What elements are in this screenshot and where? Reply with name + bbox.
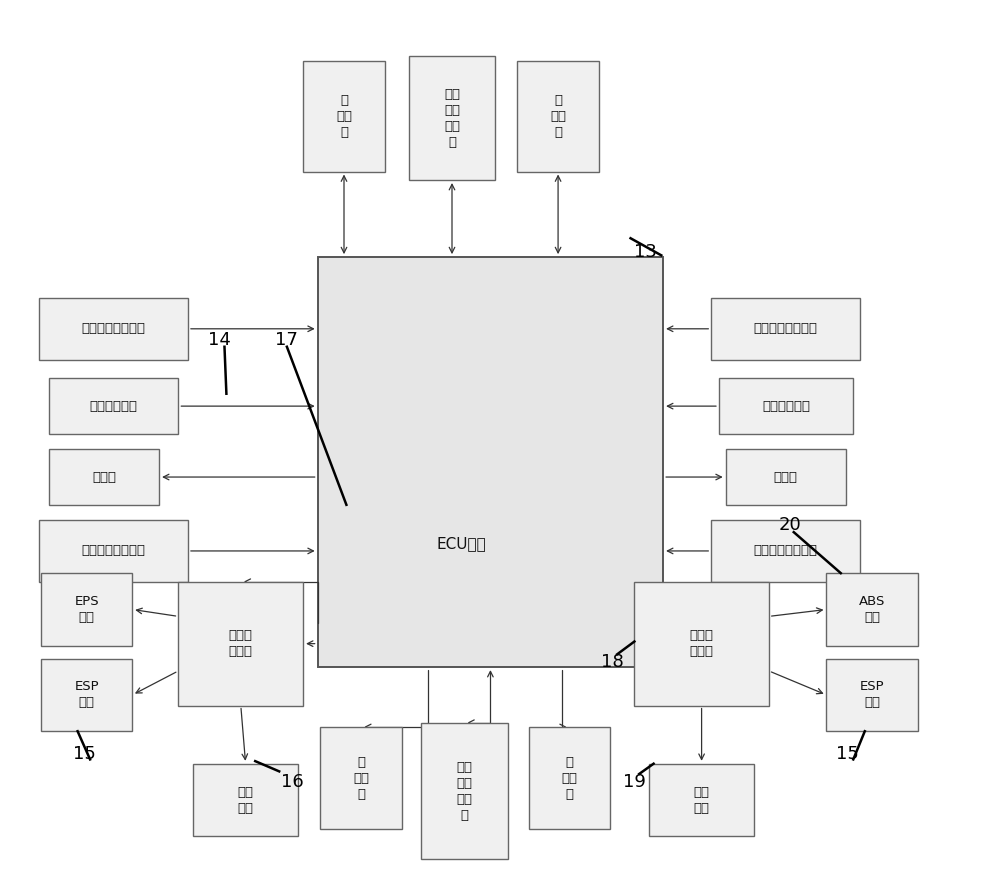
Text: 前
报警
灯: 前 报警 灯	[336, 93, 352, 139]
Text: 19: 19	[623, 773, 646, 790]
Bar	[193, 764, 298, 837]
Text: 左红外探测器: 左红外探测器	[90, 400, 138, 413]
Text: 右红外探测器: 右红外探测器	[762, 400, 810, 413]
Bar	[711, 298, 860, 360]
Text: 17: 17	[275, 331, 298, 349]
Bar	[529, 727, 610, 829]
Text: 后左超声波探测器: 后左超声波探测器	[82, 545, 146, 557]
Bar	[49, 449, 159, 505]
Bar	[649, 764, 754, 837]
Text: ECU单元: ECU单元	[437, 537, 486, 552]
Bar	[826, 659, 918, 732]
Bar	[719, 378, 853, 434]
Bar	[303, 61, 385, 172]
Text: 18: 18	[601, 653, 624, 671]
Bar	[49, 378, 178, 434]
Text: EPS
单元: EPS 单元	[74, 595, 99, 624]
Text: 前超
声波
探测
器: 前超 声波 探测 器	[444, 88, 460, 149]
Bar	[409, 56, 495, 180]
Text: 15: 15	[836, 746, 859, 764]
Bar	[320, 727, 402, 829]
Bar	[39, 298, 188, 360]
Text: 制动
电机: 制动 电机	[694, 786, 710, 814]
Text: 20: 20	[778, 516, 801, 534]
Text: 前
报警
灯: 前 报警 灯	[550, 93, 566, 139]
Text: ABS
单元: ABS 单元	[859, 595, 885, 624]
Bar	[318, 257, 663, 668]
Text: 后
报警
灯: 后 报警 灯	[353, 756, 369, 801]
Bar	[41, 659, 132, 732]
Text: 转向
电机: 转向 电机	[238, 786, 254, 814]
Text: 前左超声波探测器: 前左超声波探测器	[754, 322, 818, 336]
Text: 14: 14	[208, 331, 231, 349]
Text: ESP
单元: ESP 单元	[74, 681, 99, 709]
Text: 左喉叭: 左喉叭	[92, 471, 116, 483]
Text: 后超
声波
探测
器: 后超 声波 探测 器	[456, 761, 472, 821]
Bar	[826, 573, 918, 646]
Bar	[634, 582, 769, 706]
Bar	[41, 573, 132, 646]
Text: 前左超声波探测器: 前左超声波探测器	[82, 322, 146, 336]
Text: 13: 13	[634, 243, 657, 261]
Bar	[39, 520, 188, 582]
Text: 紧急转
向系统: 紧急转 向系统	[229, 629, 253, 658]
Text: 右喉叭: 右喉叭	[774, 471, 798, 483]
Bar	[726, 449, 846, 505]
Bar	[178, 582, 303, 706]
Bar	[711, 520, 860, 582]
Text: 紧急制
动系统: 紧急制 动系统	[690, 629, 714, 658]
Text: 后右超声波探测器: 后右超声波探测器	[754, 545, 818, 557]
Bar	[517, 61, 599, 172]
Text: 15: 15	[73, 746, 96, 764]
Text: 16: 16	[281, 773, 304, 790]
Bar	[421, 723, 508, 860]
Text: ESP
单元: ESP 单元	[860, 681, 884, 709]
Text: 后
报警
灯: 后 报警 灯	[562, 756, 578, 801]
